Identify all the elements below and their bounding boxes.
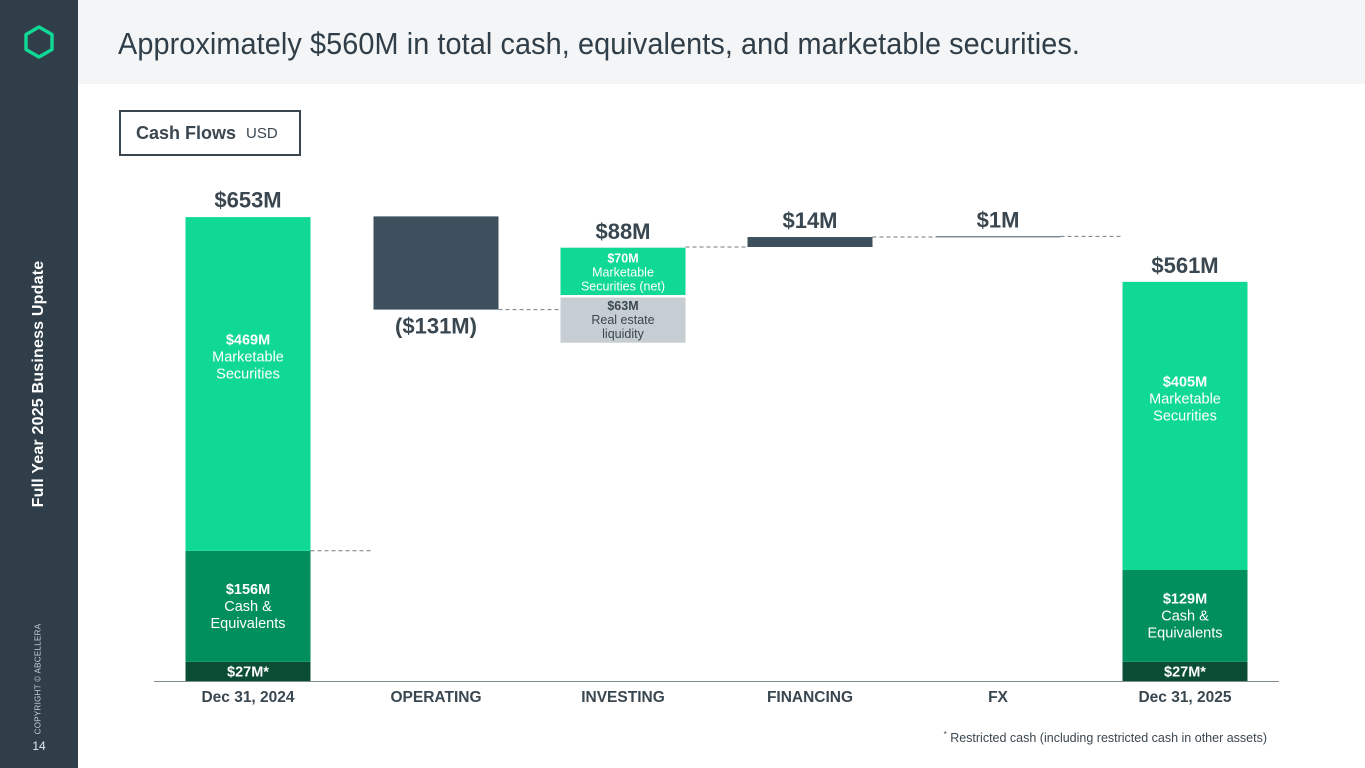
- sidebar: Full Year 2025 Business Update COPYRIGHT…: [0, 0, 78, 768]
- category-label-2: INVESTING: [581, 689, 665, 706]
- category-label-3: FINANCING: [767, 689, 853, 706]
- delta-label-3: $14M: [782, 208, 837, 233]
- category-label-1: OPERATING: [391, 689, 482, 706]
- delta-bar-1: [373, 216, 499, 310]
- delta-label-2: $88M: [595, 219, 650, 244]
- page-number: 14: [32, 739, 46, 753]
- delta-bar-3: [747, 237, 873, 247]
- segment-label-0-0: $27M*: [227, 664, 269, 680]
- delta-label-1: ($131M): [395, 314, 477, 339]
- total-label-0: $653M: [214, 187, 281, 212]
- segment-label-2-pos0: $63M Real estate liquidity: [591, 299, 654, 341]
- segment-label-2-pos1: $70M Marketable Securities (net): [581, 252, 665, 294]
- delta-label-4: $1M: [977, 207, 1020, 232]
- segment-label-5-1: $129M Cash & Equivalents: [1148, 592, 1223, 642]
- bar-segment-restricted-5: [1122, 661, 1248, 681]
- category-label-5: Dec 31, 2025: [1138, 689, 1231, 706]
- bar-segment-marketable-5: [1122, 281, 1248, 571]
- page-title: Approximately $560M in total cash, equiv…: [118, 26, 1080, 61]
- bar-segment-marketable-0: [185, 217, 311, 551]
- header-bar: Approximately $560M in total cash, equiv…: [78, 0, 1365, 84]
- bar-segment-cash-0: [185, 550, 311, 662]
- bar-segment-cash-5: [1122, 570, 1248, 662]
- hexagon-logo-icon: [24, 25, 54, 59]
- segment-label-0-1: $156M Cash & Equivalents: [211, 582, 286, 632]
- footnote-text: Restricted cash (including restricted ca…: [950, 731, 1267, 746]
- currency-label: USD: [246, 124, 278, 142]
- category-label-0: Dec 31, 2024: [201, 689, 294, 706]
- segment-label-0-2: $469M Marketable Securities: [212, 333, 284, 383]
- footnote-marker: *: [943, 730, 947, 739]
- segment-label-5-0: $27M*: [1164, 664, 1206, 680]
- chart-label: Cash Flows: [136, 122, 237, 143]
- bar-segment-marketable-2: [560, 247, 686, 296]
- segment-label-5-2: $405M Marketable Securities: [1149, 375, 1221, 425]
- total-label-5: $561M: [1151, 253, 1218, 278]
- delta-bar-4: [935, 236, 1061, 238]
- category-label-4: FX: [988, 689, 1008, 706]
- bar-segment-restricted-0: [185, 661, 311, 681]
- footnote: * Restricted cash (including restricted …: [944, 730, 1267, 745]
- chart-legend-box: Cash Flows USD: [119, 110, 301, 156]
- bar-segment-real_estate-2: [560, 297, 686, 343]
